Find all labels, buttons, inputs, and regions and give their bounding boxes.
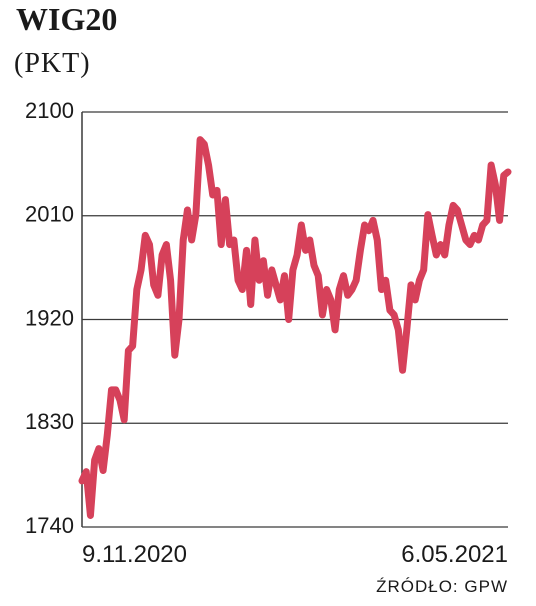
x-tick-label: 6.05.2021 [401, 541, 508, 568]
y-tick-label: 1920 [25, 305, 74, 330]
chart-subtitle: (PKT) [14, 48, 91, 79]
y-tick-label: 2010 [25, 202, 74, 227]
source: ŹRÓDŁO: GPW [376, 577, 508, 596]
y-tick-label: 1830 [25, 409, 74, 434]
y-tick-label: 1740 [25, 513, 74, 538]
x-tick-label: 9.11.2020 [82, 541, 187, 568]
y-tick-label: 2100 [25, 98, 74, 123]
chart-title: WIG20 [16, 1, 117, 37]
line [78, 136, 512, 519]
